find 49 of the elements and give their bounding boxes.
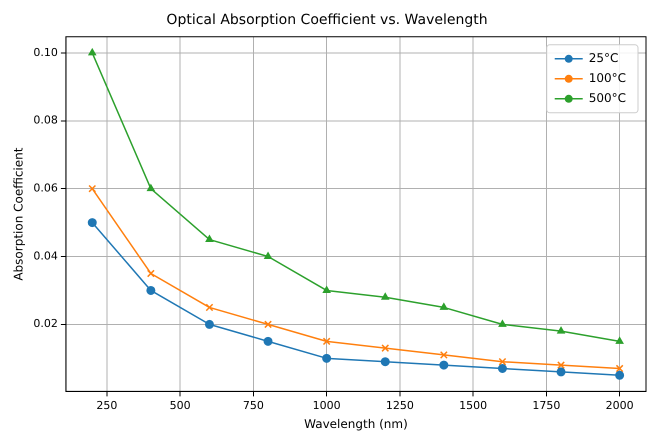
point [380, 357, 390, 366]
x-tick-label: 1250 [386, 398, 414, 412]
legend-label: 100°C [588, 70, 626, 85]
x-axis-title: Wavelength (nm) [304, 416, 408, 431]
point [616, 336, 624, 344]
x-tick-label: 1000 [312, 398, 341, 412]
point [264, 336, 273, 346]
point [556, 367, 566, 376]
y-tick-label: 0.02 [33, 317, 58, 330]
point [204, 320, 214, 329]
point [381, 292, 390, 300]
x-tick-label: 750 [242, 398, 264, 412]
point [440, 302, 448, 310]
point [88, 184, 96, 193]
point [615, 370, 624, 380]
y-axis-title: Absorption Coefficient [11, 147, 26, 281]
point [498, 364, 507, 373]
point [146, 184, 155, 192]
point [439, 360, 448, 370]
point [88, 48, 96, 56]
point [557, 361, 565, 370]
point [440, 350, 448, 359]
x-tick-label: 1500 [459, 398, 488, 412]
point [205, 235, 214, 242]
point [146, 270, 155, 278]
point [264, 320, 272, 328]
point [498, 320, 506, 327]
point [322, 286, 331, 293]
point [616, 364, 624, 372]
y-tick-label: 0.04 [33, 249, 58, 262]
point [206, 303, 214, 312]
x-tick-label: 250 [96, 398, 118, 412]
point [381, 344, 390, 352]
point [322, 337, 331, 346]
y-tick-label: 0.06 [33, 182, 58, 195]
point [264, 252, 272, 260]
x-tick-label: 2000 [606, 398, 634, 412]
point [498, 358, 506, 366]
point [88, 218, 97, 228]
chart-title: Optical Absorption Coefficient vs. Wavelength [166, 12, 488, 28]
point [322, 354, 332, 363]
point [557, 326, 565, 334]
legend-label: 25°C [588, 50, 618, 65]
x-tick-label: 1750 [532, 398, 560, 412]
y-tick-label: 0.08 [33, 114, 58, 127]
point [146, 286, 156, 295]
y-tick-label: 0.10 [33, 46, 58, 59]
legend-label: 500°C [588, 90, 626, 105]
x-tick-label: 500 [170, 398, 191, 412]
